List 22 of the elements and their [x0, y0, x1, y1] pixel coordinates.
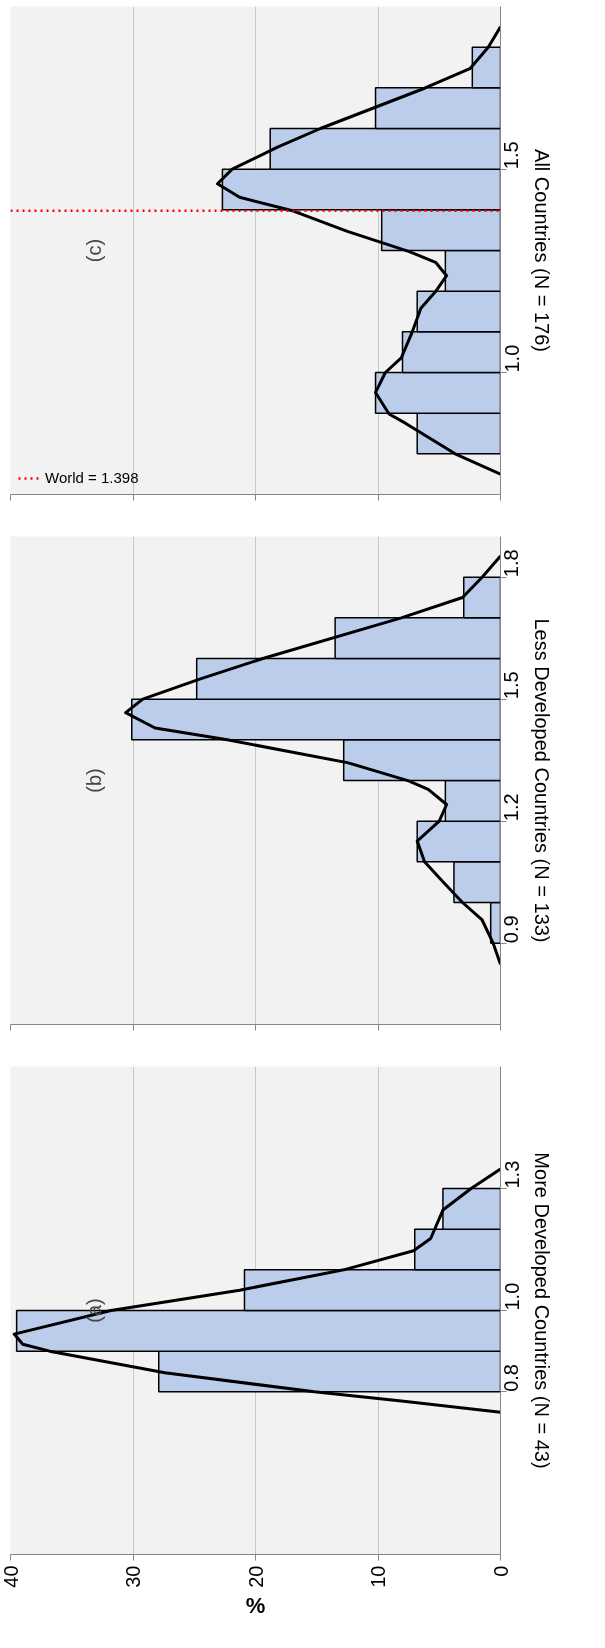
x-axis-title: % [245, 1592, 266, 1618]
annotation: (c) [82, 238, 105, 263]
y-tick-label: 1.0 [500, 1282, 523, 1311]
y-tick-label: 1.5 [500, 141, 523, 170]
y-axis-title: More Developed Countries (N = 43) [530, 1152, 553, 1469]
x-tick-label: 30 [122, 1565, 144, 1588]
x-tick-label: 0 [489, 1565, 512, 1577]
y-tick-label: 1.2 [500, 793, 523, 822]
x-tick-label: 20 [244, 1565, 267, 1588]
x-tick-label: 10 [367, 1565, 389, 1588]
legend-label: World = 1.398 [45, 469, 139, 486]
y-axis-title: Less Developed Countries (N = 133) [530, 618, 553, 943]
y-tick-label: 1.8 [500, 549, 523, 578]
annotation: (a) [82, 1298, 105, 1323]
y-tick-label: 1.3 [500, 1160, 523, 1189]
y-axis-title: All Countries (N = 176) [530, 149, 553, 352]
y-tick-label: 1.5 [500, 671, 523, 700]
x-tick-label: 40 [0, 1565, 22, 1588]
y-tick-label: 1.0 [500, 344, 523, 373]
annotation: (b) [82, 768, 105, 793]
y-tick-label: 0.8 [500, 1364, 523, 1392]
y-tick-label: 0.9 [500, 915, 523, 944]
